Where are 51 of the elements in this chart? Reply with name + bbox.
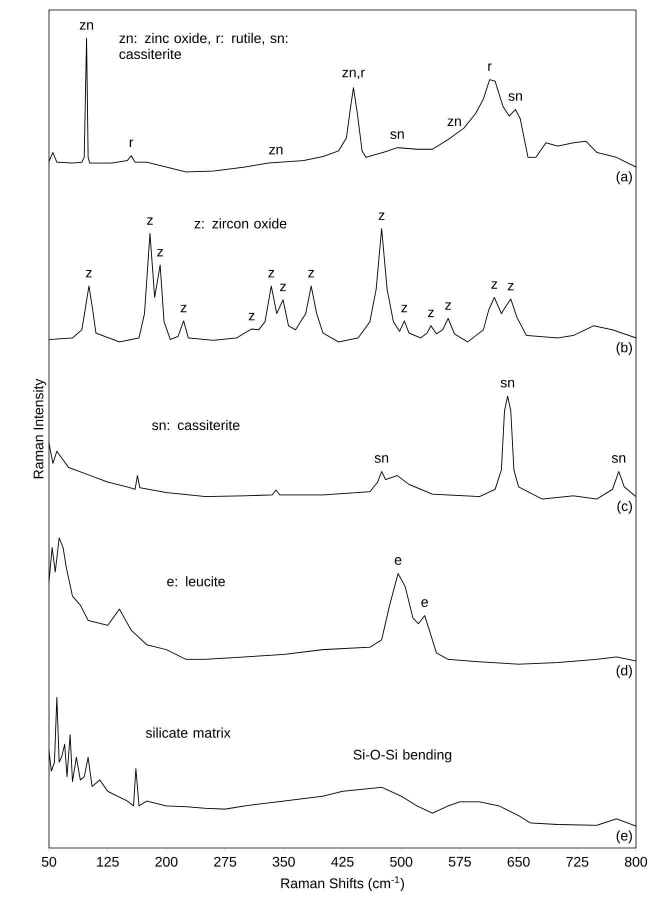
annotation: sn	[374, 455, 388, 463]
x-tick-label: 275	[214, 856, 236, 867]
x-tick-label: 575	[448, 856, 471, 867]
annotation: zn,r	[342, 70, 365, 80]
annotation: z	[248, 312, 255, 320]
x-axis-title: Raman Shifts (cm$^{-1}$)	[281, 876, 404, 892]
x-tick-label: 650	[508, 856, 530, 867]
annotation: z	[86, 270, 92, 278]
annotation: z	[157, 248, 163, 256]
annotation: sn	[612, 455, 626, 463]
x-tick-label: 500	[390, 856, 412, 867]
x-tick-label: 725	[566, 856, 588, 867]
annotation: silicate matrix	[146, 728, 231, 738]
annotation: z	[378, 212, 384, 220]
annotation: z	[308, 270, 314, 278]
annotation: zn: zinc oxide, r: rutile, sn: cassiterite	[119, 32, 288, 60]
x-tick-label: 425	[331, 856, 354, 867]
annotation: r	[488, 63, 492, 71]
annotation: z	[491, 281, 498, 289]
annotation: r	[130, 140, 134, 148]
annotation: e	[394, 557, 402, 565]
annotation: z	[428, 310, 434, 318]
x-tick-label: 800	[624, 856, 648, 867]
annotation: sn	[500, 380, 514, 388]
x-tick-label: 50	[42, 856, 56, 867]
series-label: (c)	[617, 500, 632, 514]
annotation: zn	[80, 22, 94, 30]
annotation: z	[180, 304, 186, 312]
annotation: Si-O-Si bending	[354, 749, 452, 762]
annotation: z	[445, 302, 451, 310]
annotation: z	[147, 217, 153, 225]
annotation: z	[508, 282, 514, 290]
annotation: sn	[390, 131, 404, 139]
x-tick-label: 350	[272, 856, 295, 867]
y-axis-title: Raman Intensity	[33, 378, 46, 478]
annotation: z: zircon oxide	[194, 218, 286, 229]
annotation: sn: cassiterite	[152, 420, 240, 430]
series-label: (e)	[616, 830, 632, 844]
series-label: (a)	[616, 171, 632, 184]
annotation: e	[421, 599, 428, 607]
series-label: (b)	[616, 342, 632, 356]
series-label: (d)	[616, 665, 632, 678]
annotation: zn	[448, 118, 461, 126]
x-tick-label: 125	[97, 856, 119, 867]
annotation: z	[280, 284, 286, 292]
annotation: z	[268, 270, 274, 278]
x-tick-label: 200	[155, 856, 178, 867]
annotation: zn	[269, 146, 282, 154]
annotation: z	[401, 304, 408, 312]
annotation: sn	[508, 93, 522, 101]
annotation: e: leucite	[167, 576, 225, 586]
